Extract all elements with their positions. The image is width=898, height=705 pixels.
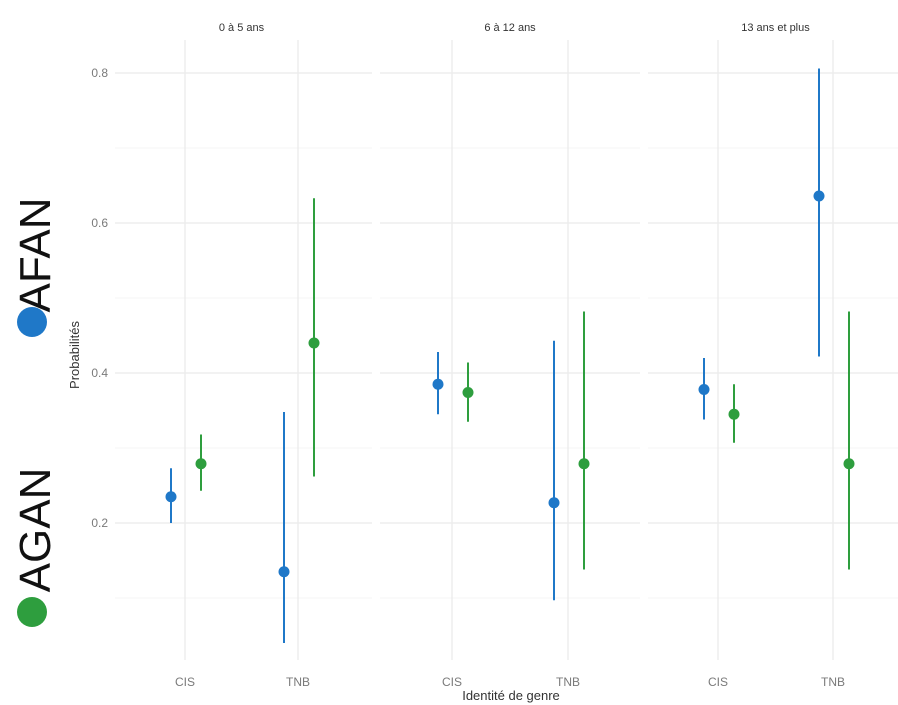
point-marker [308, 337, 320, 349]
point-marker [578, 458, 590, 470]
y-tick-labels: 0.2 0.4 0.6 0.8 [91, 66, 108, 530]
y-tick-label: 0.8 [91, 66, 108, 80]
point-ranges [165, 68, 855, 643]
legend-label: AGAN [11, 468, 60, 593]
legend-dot [17, 307, 47, 337]
point-marker [195, 458, 207, 470]
point-marker [462, 387, 474, 398]
point-marker [698, 384, 710, 395]
facet-labels: 0 à 5 ans 6 à 12 ans 13 ans et plus [219, 22, 810, 34]
y-axis-title: Probabilités [67, 321, 82, 389]
point-marker [278, 566, 290, 578]
x-tick-label: TNB [286, 675, 310, 689]
facet-label: 0 à 5 ans [219, 22, 265, 34]
x-tick-label: TNB [821, 675, 845, 689]
y-tick-label: 0.6 [91, 216, 108, 230]
legend: AFAN AGAN [11, 198, 60, 627]
x-tick-label: CIS [708, 675, 728, 689]
point-marker [432, 378, 444, 390]
facet-label: 13 ans et plus [741, 22, 810, 34]
point-marker [165, 491, 177, 503]
y-tick-label: 0.2 [91, 516, 108, 530]
x-tick-labels: CIS TNB CIS TNB CIS TNB [175, 675, 845, 689]
grid-lines [115, 40, 898, 660]
legend-label: AFAN [11, 198, 60, 313]
point-marker [843, 458, 855, 470]
x-tick-label: CIS [175, 675, 195, 689]
legend-dot [17, 597, 47, 627]
point-marker [548, 497, 560, 509]
x-tick-label: TNB [556, 675, 580, 689]
x-tick-label: CIS [442, 675, 462, 689]
point-marker [813, 190, 825, 202]
y-tick-label: 0.4 [91, 366, 108, 380]
facet-label: 6 à 12 ans [484, 22, 536, 34]
x-axis-title: Identité de genre [462, 688, 560, 703]
point-marker [728, 408, 740, 420]
